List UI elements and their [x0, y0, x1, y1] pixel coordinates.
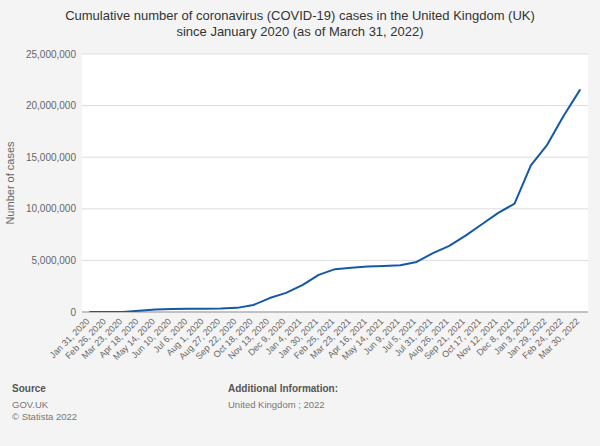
x-tick-label: Mar 30, 2022 [537, 316, 582, 361]
footer-heading: Additional Information: [228, 383, 338, 394]
grid-line [82, 312, 588, 313]
text-line: Cumulative number of coronavirus (COVID-… [65, 8, 535, 23]
text-line: United Kingdom ; 2022 [228, 399, 325, 410]
x-axis: Jan 31, 2020Feb 26, 2020Mar 23, 2020Apr … [48, 316, 582, 362]
grid-line [82, 105, 588, 106]
y-tick-label: 20,000,000 [26, 100, 76, 111]
background [0, 0, 600, 446]
grid-line [82, 157, 588, 158]
y-tick-label: 10,000,000 [26, 203, 76, 214]
grid-line [82, 54, 588, 55]
y-tick-label: 5,000,000 [32, 255, 77, 266]
title: Cumulative number of coronavirus (COVID-… [65, 8, 535, 39]
text-line: GOV.UK [12, 399, 49, 410]
plot-area [82, 54, 588, 312]
plot-marks [90, 90, 580, 312]
text-line: Source [12, 383, 46, 394]
y-axis-label: Number of cases [4, 141, 16, 225]
grid-line [82, 208, 588, 209]
y-tick-label: 25,000,000 [26, 49, 76, 60]
y-axis: 0 5,000,000 10,000,000 15,000,000 20,000,000… [26, 49, 588, 318]
y-tick-label: 15,000,000 [26, 152, 76, 163]
footer-text: GOV.UK© Statista 2022 [12, 399, 77, 422]
footer-heading: Source [12, 383, 46, 394]
x-axis-line [82, 312, 588, 313]
line [90, 90, 580, 312]
y-tick-label: 0 [70, 307, 76, 318]
grid-line [82, 260, 588, 261]
text-line: Additional Information: [228, 383, 338, 394]
footer-text: United Kingdom ; 2022 [228, 399, 325, 410]
text-line: © Statista 2022 [12, 411, 77, 422]
text-line: since January 2020 (as of March 31, 2022… [176, 24, 423, 39]
chart: Cumulative number of coronavirus (COVID-… [0, 0, 600, 446]
